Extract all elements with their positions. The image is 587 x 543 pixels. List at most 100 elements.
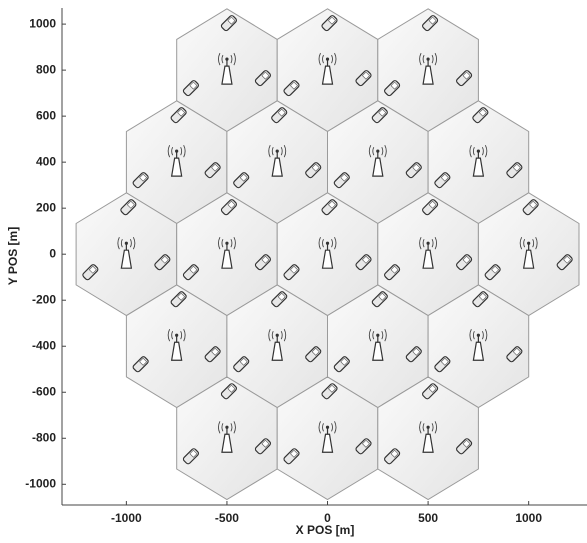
phone-screen — [290, 81, 298, 90]
y-tick-label: 0 — [49, 246, 56, 260]
phone-icon — [321, 383, 338, 400]
phone-screen — [311, 347, 320, 356]
phone-icon — [355, 70, 372, 87]
tower-tip — [124, 241, 128, 245]
tower-body — [321, 249, 334, 269]
y-axis-label: Y POS [m] — [6, 227, 20, 285]
y-tick-label: 200 — [36, 200, 56, 214]
phone-icon — [434, 356, 451, 373]
tower-waves — [419, 236, 438, 250]
phone-screen — [412, 163, 421, 172]
base-station — [167, 144, 186, 177]
phone-icon — [355, 254, 372, 271]
phone-icon — [170, 291, 187, 308]
y-tick-label: -200 — [32, 292, 56, 306]
y-tick-label: 1000 — [29, 16, 56, 30]
tower-tip — [225, 425, 229, 429]
tower-tip — [275, 333, 279, 337]
phone-screen — [311, 163, 320, 172]
tower-body — [221, 249, 233, 269]
phone-icon — [283, 80, 300, 97]
phone-screen — [412, 347, 421, 356]
phone-screen — [211, 347, 220, 356]
phone-screen — [177, 292, 186, 301]
phone-icon — [321, 15, 338, 32]
tower-tip — [275, 149, 279, 153]
base-station — [368, 329, 387, 361]
phone-screen — [390, 81, 399, 90]
tower-waves — [469, 329, 488, 342]
phone-icon — [456, 254, 473, 271]
tower-waves — [167, 329, 186, 342]
x-tick-label: 1000 — [515, 511, 542, 525]
phone-icon — [434, 172, 451, 189]
phone-screen — [362, 255, 370, 264]
phone-screen — [328, 200, 336, 209]
tower-tip — [426, 57, 430, 61]
phone-screen — [160, 255, 169, 264]
phone-screen — [428, 16, 437, 25]
phone-icon — [522, 199, 539, 216]
tower-body — [271, 341, 283, 361]
phone-screen — [239, 173, 248, 182]
phone-screen — [189, 265, 198, 274]
base-station — [268, 144, 287, 177]
tower-body — [321, 65, 334, 85]
phone-screen — [277, 108, 286, 117]
tower-tip — [325, 57, 330, 61]
phone-icon — [305, 346, 322, 363]
phone-screen — [261, 71, 270, 80]
tower-tip — [175, 149, 179, 153]
phone-screen — [378, 108, 387, 117]
phone-screen — [362, 439, 370, 448]
phone-screen — [340, 173, 349, 182]
tower-body — [120, 249, 133, 269]
phone-icon — [355, 438, 372, 455]
tower-waves — [268, 329, 287, 342]
phone-icon — [506, 162, 523, 179]
phone-screen — [227, 200, 236, 209]
phone-screen — [428, 200, 437, 209]
y-tick-label: -1000 — [25, 476, 56, 490]
phone-screen — [227, 384, 236, 393]
base-station — [469, 329, 488, 361]
phone-icon — [204, 162, 221, 179]
phone-icon — [154, 254, 171, 271]
tower-waves — [117, 236, 136, 250]
phone-icon — [456, 438, 473, 455]
phone-icon — [204, 346, 221, 363]
base-station — [419, 236, 438, 269]
tower-tip — [376, 149, 380, 153]
phone-icon — [283, 264, 300, 281]
tower-body — [271, 157, 283, 177]
tower-tip — [325, 425, 330, 429]
base-station — [217, 421, 236, 453]
base-station — [519, 236, 538, 269]
tower-tip — [527, 241, 531, 245]
phone-icon — [182, 80, 199, 97]
phone-screen — [261, 439, 270, 448]
phone-icon — [384, 448, 401, 465]
tower-tip — [175, 333, 179, 337]
phone-screen — [390, 449, 399, 458]
tower-waves — [368, 329, 387, 342]
phone-screen — [139, 173, 148, 182]
phone-icon — [254, 70, 271, 87]
phone-icon — [170, 107, 187, 124]
phone-screen — [478, 292, 487, 301]
phone-icon — [182, 448, 199, 465]
phone-screen — [491, 265, 500, 274]
base-station — [318, 52, 337, 85]
base-station — [268, 329, 287, 361]
tower-waves — [318, 236, 337, 250]
y-tick-label: -600 — [32, 384, 56, 398]
phone-screen — [340, 357, 349, 366]
tower-waves — [268, 144, 287, 158]
phone-screen — [126, 200, 135, 209]
phone-screen — [261, 255, 270, 264]
y-tick-label: -400 — [32, 338, 56, 352]
phone-icon — [132, 356, 149, 373]
tower-waves — [217, 421, 236, 434]
tower-body — [221, 65, 233, 85]
tower-tip — [476, 149, 480, 153]
